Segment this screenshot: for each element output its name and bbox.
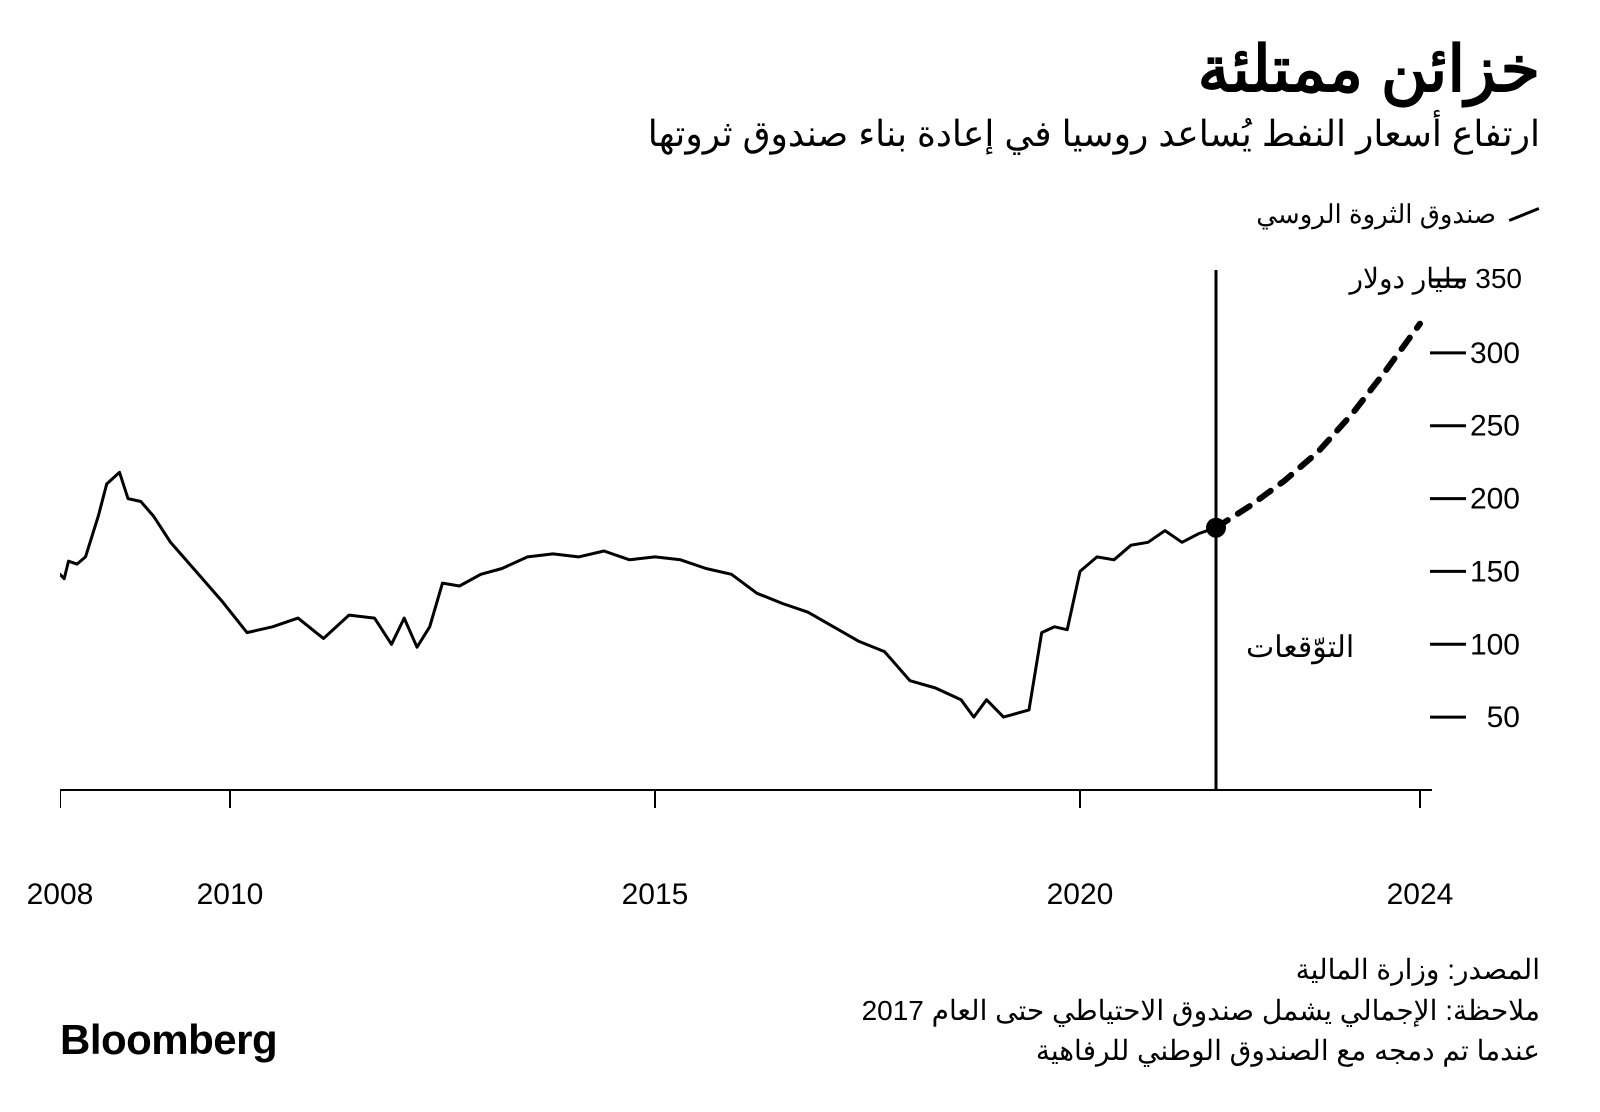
forecast-label: التوّقعات — [1246, 630, 1354, 665]
brand-logo: Bloomberg — [60, 1016, 277, 1064]
svg-text:300: 300 — [1470, 337, 1520, 370]
y-axis-unit-label: 350 مليار دولار — [1349, 262, 1522, 295]
x-tick-label: 2015 — [622, 878, 689, 912]
x-tick-label: 2020 — [1047, 878, 1114, 912]
chart-plot-area: 50100150200250300 التوّقعات 350 مليار دو… — [60, 270, 1540, 870]
chart-header: خزائن ممتلئة ارتفاع أسعار النفط يُساعد ر… — [60, 32, 1540, 155]
x-tick-label: 2024 — [1387, 878, 1454, 912]
chart-title: خزائن ممتلئة — [60, 32, 1540, 107]
svg-text:200: 200 — [1470, 483, 1520, 516]
source-text: المصدر: وزارة المالية — [60, 950, 1540, 991]
svg-text:100: 100 — [1470, 628, 1520, 661]
x-axis-labels: 20082010201520202024 — [60, 870, 1540, 920]
chart-container: خزائن ممتلئة ارتفاع أسعار النفط يُساعد ر… — [0, 0, 1600, 1112]
x-tick-label: 2008 — [27, 878, 94, 912]
svg-text:50: 50 — [1487, 701, 1520, 734]
note-text-1: ملاحظة: الإجمالي يشمل صندوق الاحتياطي حت… — [60, 991, 1540, 1032]
chart-subtitle: ارتفاع أسعار النفط يُساعد روسيا في إعادة… — [60, 113, 1540, 155]
legend-line-icon — [1509, 207, 1540, 222]
svg-text:150: 150 — [1470, 555, 1520, 588]
chart-svg: 50 100 150 200 250 300 — [60, 270, 1540, 830]
x-tick-label: 2010 — [197, 878, 264, 912]
legend-label: صندوق الثروة الروسي — [1256, 199, 1496, 230]
chart-footer: المصدر: وزارة المالية ملاحظة: الإجمالي ي… — [60, 950, 1540, 1072]
note-text-2: عندما تم دمجه مع الصندوق الوطني للرفاهية — [60, 1031, 1540, 1072]
chart-legend: صندوق الثروة الروسي — [60, 199, 1540, 230]
svg-text:250: 250 — [1470, 410, 1520, 443]
